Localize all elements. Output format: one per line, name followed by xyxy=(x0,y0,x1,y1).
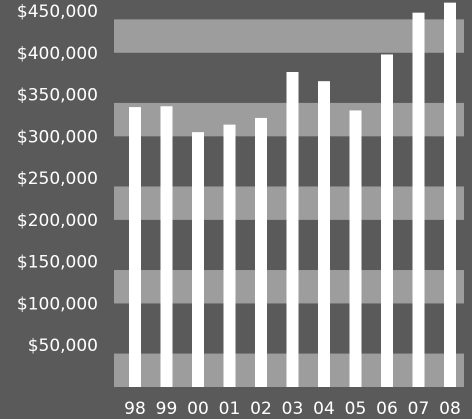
bar-06 xyxy=(381,54,393,388)
bar-08 xyxy=(444,2,456,388)
bar-07 xyxy=(412,12,425,387)
band-4 xyxy=(114,19,464,53)
y-tick-label: $100,000 xyxy=(17,294,98,314)
y-tick-label: $250,000 xyxy=(17,169,98,189)
bar-03 xyxy=(286,71,299,388)
x-tick-label-00: 00 xyxy=(187,399,209,419)
y-axis-labels: $50,000 $100,000 $150,000 $200,000 $250,000 $… xyxy=(17,2,98,356)
y-tick-label: $50,000 xyxy=(28,336,98,356)
x-tick-label-01: 01 xyxy=(219,399,241,419)
x-tick-label-07: 07 xyxy=(408,399,430,419)
x-tick-label-05: 05 xyxy=(345,399,367,419)
y-tick-label: $450,000 xyxy=(17,2,98,22)
y-tick-label: $400,000 xyxy=(17,44,98,64)
x-tick-label-03: 03 xyxy=(282,399,304,419)
bar-98 xyxy=(129,107,141,387)
x-tick-label-02: 02 xyxy=(250,399,272,419)
bars xyxy=(129,2,456,388)
bar-02 xyxy=(255,117,267,387)
y-tick-label: $300,000 xyxy=(17,127,98,147)
x-tick-label-99: 99 xyxy=(156,399,178,419)
x-tick-label-98: 98 xyxy=(124,399,146,419)
bar-05 xyxy=(349,110,362,387)
y-tick-label: $200,000 xyxy=(17,211,98,231)
y-tick-label: $150,000 xyxy=(17,253,98,273)
x-tick-label-06: 06 xyxy=(376,399,398,419)
x-tick-label-08: 08 xyxy=(439,399,461,419)
y-tick-label: $350,000 xyxy=(17,86,98,106)
bar-01 xyxy=(223,124,236,387)
x-tick-label-04: 04 xyxy=(313,399,335,419)
bar-04 xyxy=(318,81,330,387)
x-axis-labels: 98 99 00 01 02 03 04 05 06 07 08 xyxy=(124,399,461,419)
bar-00 xyxy=(192,132,204,387)
bar-99 xyxy=(160,106,173,388)
